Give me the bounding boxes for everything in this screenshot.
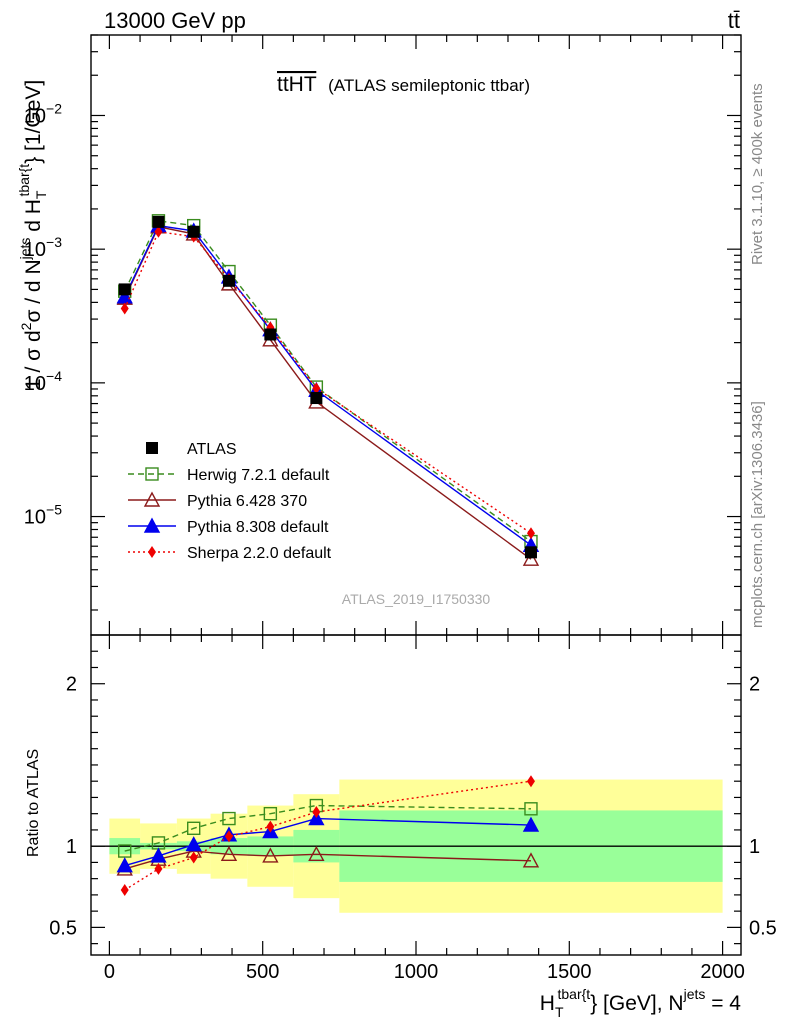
ratio-data-point (263, 806, 278, 821)
ratio-data-point (524, 802, 538, 816)
plot-title: ttHT (ATLAS semileptonic ttbar) (277, 73, 530, 96)
y-tick-label: 10−2 (24, 100, 62, 127)
y-tick-label: 10−4 (24, 368, 62, 395)
ratio-data-point (189, 851, 198, 864)
data-point (524, 546, 537, 559)
data-point (222, 274, 235, 287)
data-point (312, 382, 321, 395)
legend-entry: ATLAS (146, 441, 237, 458)
ratio-data-point (224, 830, 233, 843)
x-axis: 0 500 1000 1500 2000 (104, 635, 745, 983)
legend-marker (146, 442, 158, 454)
data-point (120, 302, 129, 315)
ratio-data-point (312, 806, 321, 819)
ratio-y-tick-label-right: 2 (749, 674, 760, 696)
ratio-panel: 0.5 0.5 1 1 2 2 0 500 1000 1500 2000 Ratio to ATL… (25, 634, 777, 983)
y-tick-label: 10−5 (24, 502, 62, 529)
ratio-data-point (522, 852, 540, 868)
header-left-label: 13000 GeV pp (104, 8, 246, 33)
data-point (526, 527, 535, 540)
upper-plot-content (116, 214, 540, 566)
upper-y-axis-label: 1 / σ d2σ / d Njets d HTtbar{t} [1/GeV] (16, 80, 49, 390)
legend-label: Herwig 7.2.1 default (187, 467, 330, 484)
ratio-y-tick-label-left: 0.5 (49, 917, 77, 939)
ratio-plot-content (91, 775, 741, 913)
x-tick-label: 500 (246, 961, 279, 983)
plot-title-sub: (ATLAS semileptonic ttbar) (328, 76, 530, 95)
ratio-data-point (187, 821, 201, 835)
series-line (124, 220, 532, 543)
ratio-y-tick-label-right: 0.5 (749, 917, 777, 939)
x-tick-label: 2000 (700, 961, 745, 983)
x-tick-label: 1500 (547, 961, 592, 983)
data-point (187, 225, 200, 238)
legend-entry: Pythia 8.308 default (128, 517, 329, 536)
legend-marker (145, 467, 159, 481)
series-line (124, 230, 532, 534)
ratio-data-point (266, 820, 275, 833)
legend-entry: Pythia 6.428 370 (128, 491, 307, 510)
ratio-data-point (116, 857, 133, 873)
ratio-data-point (150, 847, 167, 863)
x-axis-label: HTtbar{t} [GeV], Njets = 4 (540, 986, 742, 1020)
ratio-series-line (124, 804, 531, 852)
mcplots-label: mcplots.cern.ch [arXiv:1306.3436] (749, 401, 766, 628)
analysis-watermark: ATLAS_2019_I1750330 (342, 591, 491, 607)
ratio-data-point (308, 845, 325, 861)
ratio-data-point (120, 884, 129, 897)
legend-marker (143, 491, 161, 507)
ratio-data-point (522, 816, 540, 832)
data-point (118, 283, 131, 296)
ratio-data-point (222, 811, 236, 826)
ratio-y-axis-label: Ratio to ATLAS (25, 749, 42, 857)
ratio-data-point (154, 862, 163, 875)
legend-label: Pythia 6.428 370 (187, 493, 307, 510)
legend-label: Sherpa 2.2.0 default (187, 545, 332, 562)
legend-label: Pythia 8.308 default (187, 519, 329, 536)
data-point (522, 550, 540, 566)
ratio-y-tick-label-left: 1 (66, 836, 77, 858)
data-point (264, 328, 277, 341)
legend-marker (143, 517, 161, 533)
ratio-data-point (185, 836, 202, 852)
series-line (124, 226, 532, 560)
legend-entry: Sherpa 2.2.0 default (128, 545, 332, 562)
legend-entry: Herwig 7.2.1 default (128, 467, 330, 484)
header-right-label: tt̄ (728, 8, 740, 33)
rivet-label: Rivet 3.1.10, ≥ 400k events (749, 83, 766, 265)
ratio-y-tick-label-right: 1 (749, 836, 760, 858)
x-tick-label: 0 (104, 961, 115, 983)
ratio-data-point (262, 847, 279, 863)
legend-marker (148, 546, 156, 558)
upper-y-axis: 10−5 10−4 10−3 10−2 (24, 34, 741, 611)
data-point (152, 215, 165, 228)
ratio-data-point (526, 775, 535, 788)
data-point (310, 392, 323, 405)
ratio-data-point (118, 844, 132, 858)
legend: ATLAS Herwig 7.2.1 default Pythia 6.428 37… (128, 441, 332, 562)
ratio-y-tick-label-left: 2 (66, 674, 77, 696)
x-tick-label: 1000 (394, 961, 439, 983)
plot-title-main: ttHT (277, 73, 317, 96)
y-tick-label: 10−3 (24, 234, 62, 261)
upper-x-ticks (108, 35, 724, 635)
ratio-data-point (220, 845, 238, 861)
ratio-y-axis: 0.5 0.5 1 1 2 2 (49, 650, 777, 945)
legend-label: ATLAS (187, 441, 237, 458)
upper-panel: 10−5 10−4 10−3 10−2 ttHT (ATLAS semileptoni… (16, 34, 742, 636)
data-point (154, 225, 163, 238)
